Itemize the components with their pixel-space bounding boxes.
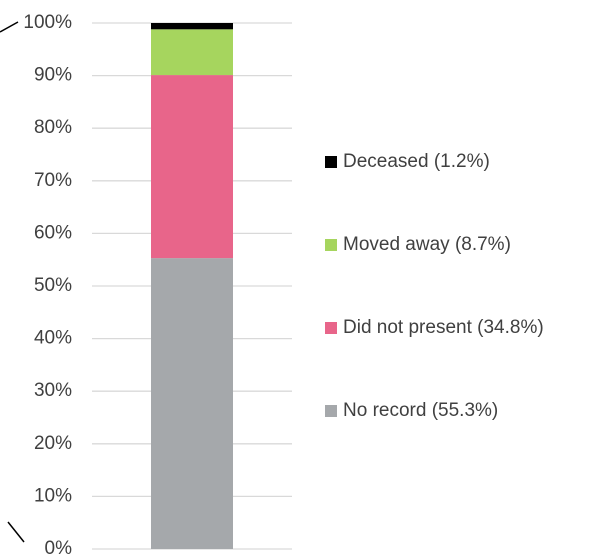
bar-segment [151, 29, 233, 76]
decoration-line [0, 21, 19, 33]
y-tick-label: 10% [34, 485, 72, 506]
y-tick-label: 20% [34, 433, 72, 454]
y-tick-label: 70% [34, 170, 72, 191]
y-tick-label: 50% [34, 275, 72, 296]
y-tick-label: 0% [45, 538, 73, 558]
legend-swatch [325, 405, 337, 417]
legend-swatch [325, 156, 337, 168]
y-tick-label: 80% [34, 117, 72, 138]
legend-label: Moved away (8.7%) [343, 234, 511, 255]
y-tick-label: 30% [34, 380, 72, 401]
legend-label: No record (55.3%) [343, 400, 498, 421]
legend-swatch [325, 322, 337, 334]
y-tick-label: 40% [34, 328, 72, 349]
bar-segment [151, 75, 233, 259]
bar-segment [151, 23, 233, 30]
decoration-line [7, 521, 25, 543]
bar-segment [151, 258, 233, 549]
legend-label: Did not present (34.8%) [343, 317, 544, 338]
legend-swatch [325, 239, 337, 251]
legend-label: Deceased (1.2%) [343, 151, 490, 172]
y-tick-label: 60% [34, 222, 72, 243]
y-tick-label: 90% [34, 65, 72, 86]
y-tick-label: 100% [23, 12, 72, 33]
